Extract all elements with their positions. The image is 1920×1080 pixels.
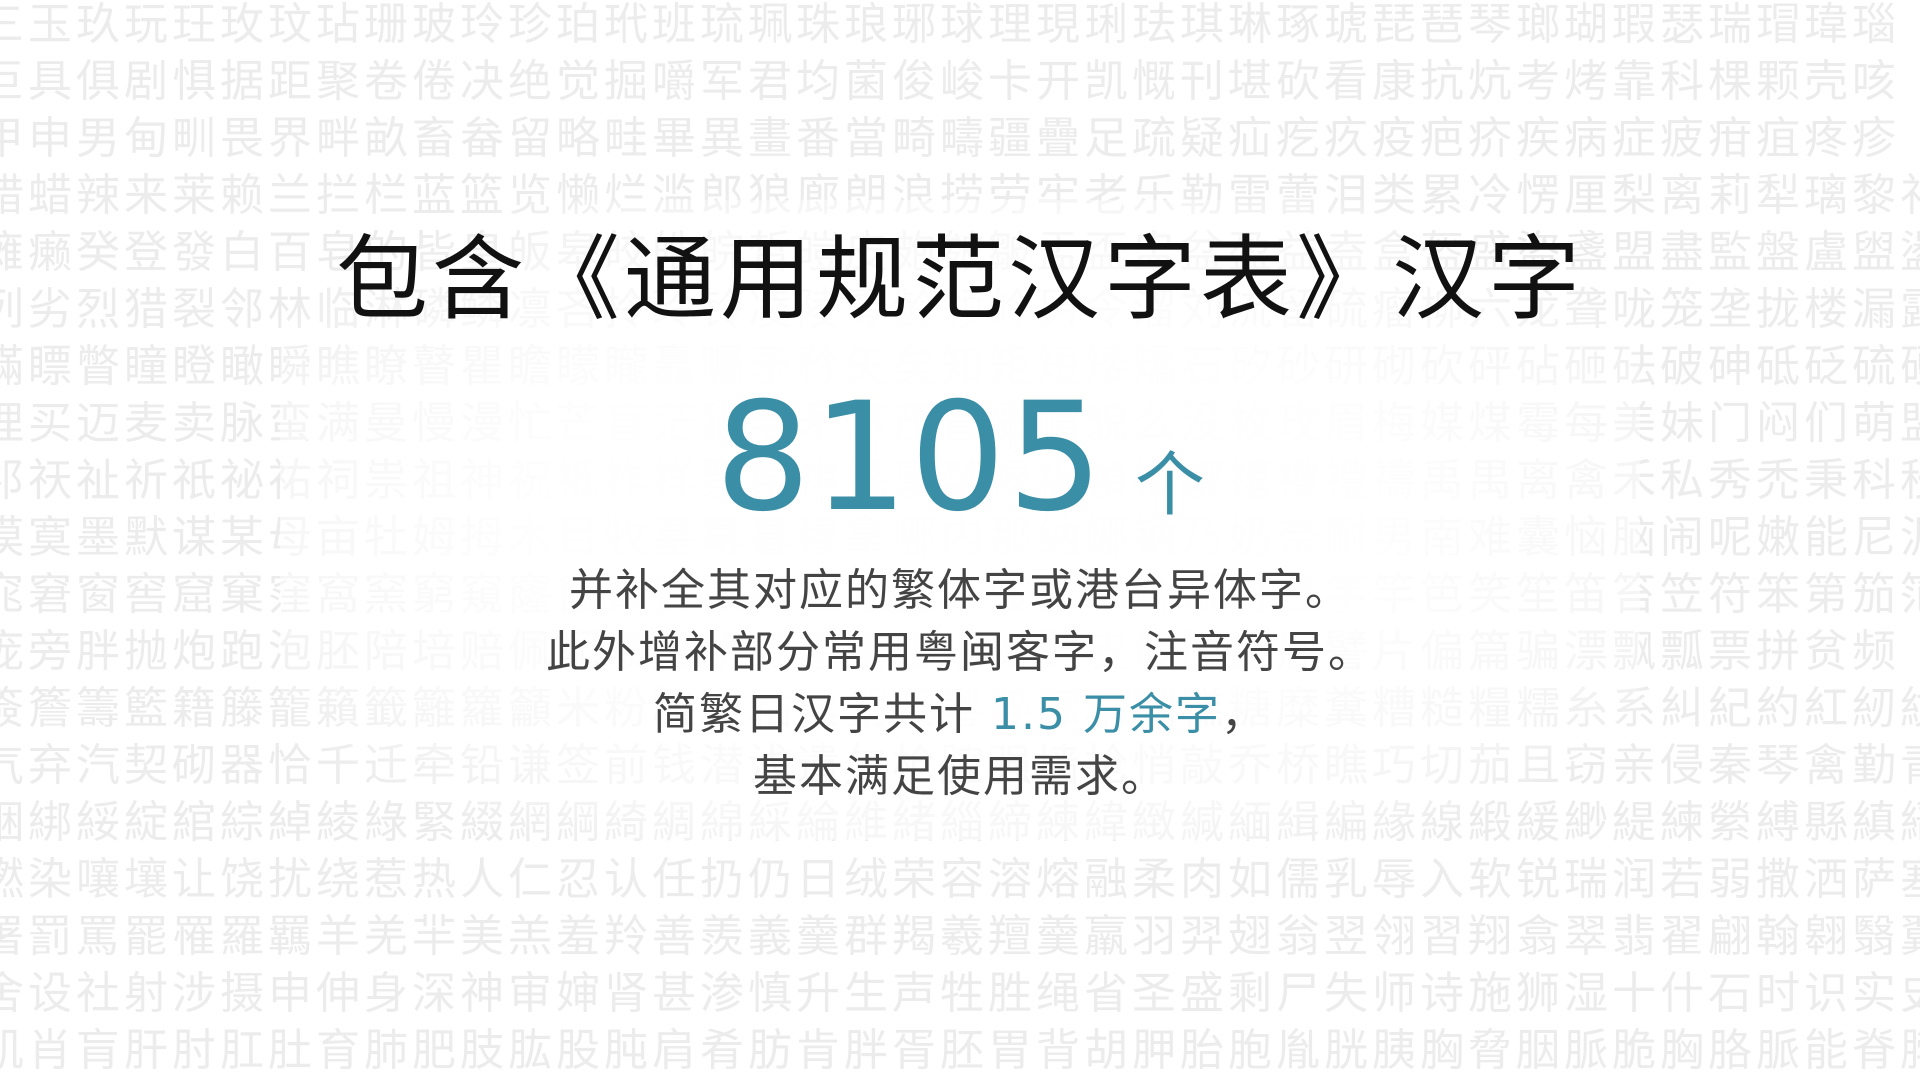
description-line-3-suffix: ， (1220, 689, 1267, 740)
count-number: 8105 (715, 371, 1105, 545)
character-count: 8105 个 (0, 378, 1920, 538)
background-line: 燃染嚷壤让饶扰绕惹热人仁忍认任扔仍日绒荣容溶熔融柔肉如儒乳辱入软锐瑞润若弱撒洒萨… (0, 854, 1920, 905)
description-line-2: 此外增补部分常用粤闽客字，注音符号。 (546, 627, 1374, 678)
background-line: 舍设社射涉摄申伸身深神审婶肾甚渗慎升生声牲胜绳省圣盛剩尸失师诗施狮湿十什石时识实… (0, 968, 1920, 1019)
background-line: 三玉玖玩玨玫玟玷珊玻玲珍珀玳班琉珮珠琅琊球理現琍珐琪琳琢琥琵琶琴瑯瑚瑕瑟瑞瑁瑋瑙 (0, 0, 1900, 50)
background-line: 署罰罵罷罹羅羈羊羌羋美羔羞羚善羨義羹群羯羲羶羹羸羽羿翅翁翌翎習翔翕翠翡翟翩翰翱翳… (0, 911, 1920, 962)
center-glow (280, 200, 1640, 840)
count-unit: 个 (1134, 444, 1205, 526)
background-line: 肌肖肓肝肘肛肚育肺肥肢肱股肫肩肴肪肯胖胥胚胃背胡胛胎胞胤胱胰胸脅胭脈脆胸胳脈能脊… (0, 1025, 1920, 1076)
background-line: 巨具俱剧惧据距聚卷倦决绝觉掘嚼军君均菌俊峻卡开凯慨刊堪砍看康抗炕考烤靠科棵颗壳咳 (0, 56, 1900, 107)
background-line: 甲申男甸甽畏界畔畝畜畚留略畦畢異畫番當畸疇疆疊足疏疑疝疙疚疫疤疥疾病症疲疳疽疼疹 (0, 113, 1900, 164)
headline: 包含《通用规范汉字表》汉字 (335, 226, 1584, 333)
description-line-3-prefix: 简繁日汉字共计 (653, 689, 992, 740)
total-count-highlight: 1.5 万余字 (991, 689, 1221, 740)
description-line-3: 简繁日汉字共计 1.5 万余字， (0, 684, 1920, 746)
description: 并补全其对应的繁体字或港台异体字。 此外增补部分常用粤闽客字，注音符号。 简繁日… (0, 560, 1920, 808)
description-line-1: 并补全其对应的繁体字或港台异体字。 (569, 565, 1351, 616)
description-line-4: 基本满足使用需求。 (753, 751, 1167, 802)
